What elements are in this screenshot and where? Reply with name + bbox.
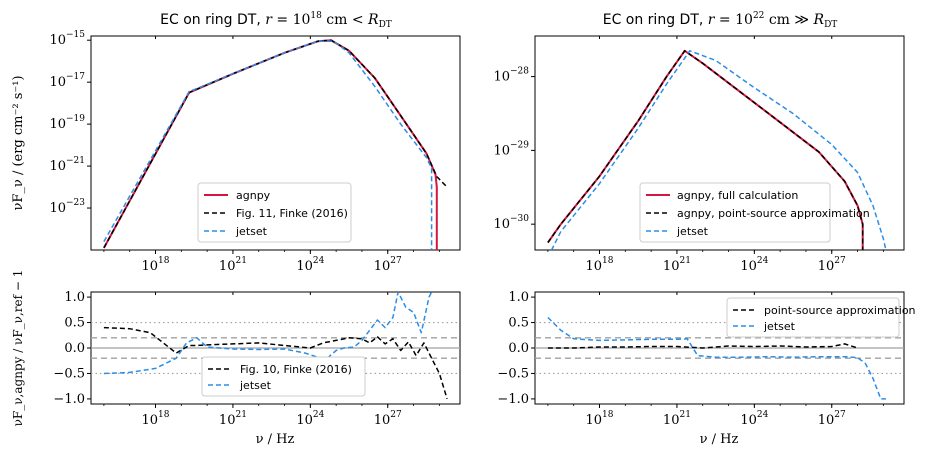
y-tick-label: 0.0: [64, 341, 85, 356]
x-tick-label: 1024: [296, 410, 324, 428]
legend-frame: [201, 356, 366, 397]
legend-label: jetset: [239, 379, 272, 392]
series-line-jetset: [103, 292, 433, 375]
legend-label: jetset: [235, 225, 268, 238]
x-tick-label: 1027: [818, 256, 846, 274]
bottom-right-x-axis-label: ν / Hz: [700, 432, 739, 447]
bottom-right-legend: point-source approximation jetset: [726, 297, 916, 338]
series-line-jetset: [550, 50, 887, 250]
x-tick-label: 1027: [818, 410, 846, 428]
top-y-axis-label: νF_ν / (erg cm⁻² s⁻¹): [11, 75, 26, 210]
x-tick-label: 1021: [663, 256, 691, 274]
y-tick-label: −1.0: [497, 392, 529, 407]
y-tick-label: 1.0: [64, 290, 85, 305]
y-tick-label: 10−15: [49, 30, 85, 48]
x-tick-label: 1018: [586, 256, 614, 274]
series-line-agnpy-point-source-approximation: [547, 50, 864, 250]
top-left-title: EC on ring DT, r = 1018 cm < RDT: [160, 11, 392, 30]
series-line-jetset: [103, 40, 433, 250]
y-tick-label: 1.0: [508, 290, 529, 305]
legend-frame: [639, 182, 831, 243]
x-tick-label: 1018: [142, 410, 170, 428]
legend-label: agnpy, full calculation: [677, 189, 798, 202]
svg-text:νF_ν,agnpy / νF_ν,ref − 1: νF_ν,agnpy / νF_ν,ref − 1: [11, 270, 25, 427]
y-tick-label: 10−23: [49, 198, 85, 216]
y-tick-label: 10−17: [49, 72, 85, 90]
y-tick-label: 0.5: [508, 316, 529, 331]
legend-frame: [726, 297, 900, 338]
y-tick-label: 10−21: [49, 156, 85, 174]
y-tick-label: 0.0: [508, 341, 529, 356]
y-tick-label: −0.5: [53, 366, 85, 381]
legend-label: agnpy: [236, 189, 271, 202]
x-tick-label: 1024: [740, 256, 768, 274]
top-right-legend: agnpy, full calculation agnpy, point-sou…: [639, 182, 870, 243]
bottom-left-series: [103, 292, 448, 400]
x-tick-label: 1018: [586, 410, 614, 428]
legend-frame: [197, 182, 352, 243]
y-tick-label: 0.5: [64, 316, 85, 331]
x-tick-label: 1024: [296, 256, 324, 274]
y-tick-label: −0.5: [497, 366, 529, 381]
x-tick-label: 1021: [663, 410, 691, 428]
top-right-series: [547, 49, 887, 250]
top-right-axes: [534, 35, 905, 251]
legend-label: point-source approximation: [764, 304, 916, 317]
x-tick-label: 1024: [740, 410, 768, 428]
x-tick-label: 1027: [374, 410, 402, 428]
bottom-left-legend: Fig. 10, Finke (2016) jetset: [201, 356, 366, 397]
axis-ticks: 1018 1021 1024 1027 10−15 10−17 10−19 10−21 10−2…: [49, 30, 884, 428]
top-right-title: EC on ring DT, r = 1022 cm ≫ RDT: [603, 11, 838, 30]
legend-label: jetset: [763, 320, 796, 333]
y-tick-label: 10−29: [493, 140, 529, 158]
y-tick-label: 10−19: [49, 114, 85, 132]
legend-label: Fig. 10, Finke (2016): [240, 363, 352, 376]
x-tick-label: 1021: [219, 256, 247, 274]
y-tick-label: −1.0: [53, 392, 85, 407]
top-left-legend: agnpy Fig. 11, Finke (2016) jetset: [197, 182, 352, 243]
svg-text:νF_ν / (erg cm⁻² s⁻¹): νF_ν / (erg cm⁻² s⁻¹): [11, 75, 26, 210]
top-left-axes: [90, 35, 461, 251]
top-left-series: [103, 39, 448, 250]
y-tick-label: 10−28: [493, 67, 529, 85]
x-tick-label: 1027: [374, 256, 402, 274]
y-tick-label: 10−30: [493, 214, 529, 232]
legend-label: jetset: [676, 225, 709, 238]
legend-label: agnpy, point-source approximation: [677, 207, 870, 220]
x-tick-label: 1018: [142, 256, 170, 274]
legend-label: Fig. 11, Finke (2016): [236, 207, 348, 220]
bottom-left-x-axis-label: ν / Hz: [256, 432, 295, 447]
bottom-y-axis-label: νF_ν,agnpy / νF_ν,ref − 1: [11, 270, 25, 427]
x-tick-label: 1021: [219, 410, 247, 428]
